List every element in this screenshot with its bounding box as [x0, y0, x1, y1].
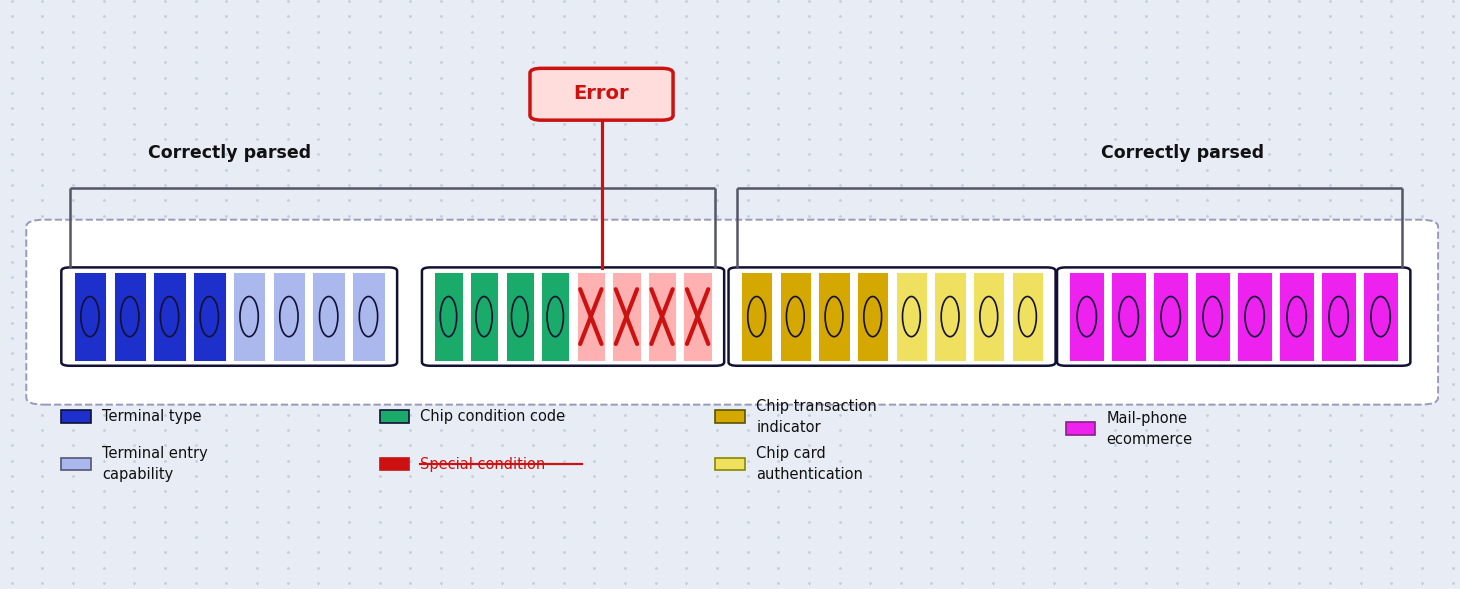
Text: Terminal type: Terminal type [102, 409, 201, 425]
Bar [648, 273, 676, 360]
FancyBboxPatch shape [729, 267, 1056, 366]
Bar [435, 273, 463, 360]
Bar [193, 273, 225, 360]
Text: Chip card
authentication: Chip card authentication [756, 446, 863, 482]
Bar [1196, 273, 1231, 360]
FancyBboxPatch shape [1057, 267, 1410, 366]
Bar [61, 458, 91, 471]
Bar [1238, 273, 1272, 360]
Bar [234, 273, 266, 360]
Bar [380, 458, 409, 471]
Bar [1012, 273, 1042, 360]
Bar [1153, 273, 1188, 360]
Bar [683, 273, 711, 360]
Bar [1066, 422, 1095, 435]
Bar [1321, 273, 1356, 360]
Bar [715, 411, 745, 423]
Bar [934, 273, 965, 360]
Text: Chip transaction
indicator: Chip transaction indicator [756, 399, 877, 435]
Text: Correctly parsed: Correctly parsed [1101, 144, 1264, 162]
Bar [542, 273, 569, 360]
Bar [1364, 273, 1399, 360]
Bar [612, 273, 641, 360]
Bar [470, 273, 498, 360]
Bar [153, 273, 185, 360]
Bar [972, 273, 1004, 360]
Bar [895, 273, 927, 360]
Bar [73, 273, 107, 360]
FancyBboxPatch shape [26, 220, 1438, 405]
Text: Error: Error [574, 84, 629, 102]
Text: Chip condition code: Chip condition code [420, 409, 565, 425]
FancyBboxPatch shape [422, 267, 724, 366]
Bar [505, 273, 534, 360]
FancyBboxPatch shape [530, 68, 673, 120]
Bar [818, 273, 850, 360]
Bar [312, 273, 345, 360]
Bar [857, 273, 888, 360]
Text: Special condition: Special condition [420, 456, 546, 472]
Bar [740, 273, 772, 360]
Bar [1069, 273, 1104, 360]
Bar [114, 273, 146, 360]
FancyBboxPatch shape [61, 267, 397, 366]
Bar [352, 273, 385, 360]
Bar [1279, 273, 1314, 360]
Bar [380, 411, 409, 423]
Bar [273, 273, 305, 360]
Bar [780, 273, 810, 360]
Bar [61, 411, 91, 423]
Bar [715, 458, 745, 471]
Bar [1111, 273, 1146, 360]
Bar [577, 273, 604, 360]
Text: Terminal entry
capability: Terminal entry capability [102, 446, 207, 482]
Text: Correctly parsed: Correctly parsed [147, 144, 311, 162]
Text: Mail-phone
ecommerce: Mail-phone ecommerce [1107, 411, 1193, 446]
